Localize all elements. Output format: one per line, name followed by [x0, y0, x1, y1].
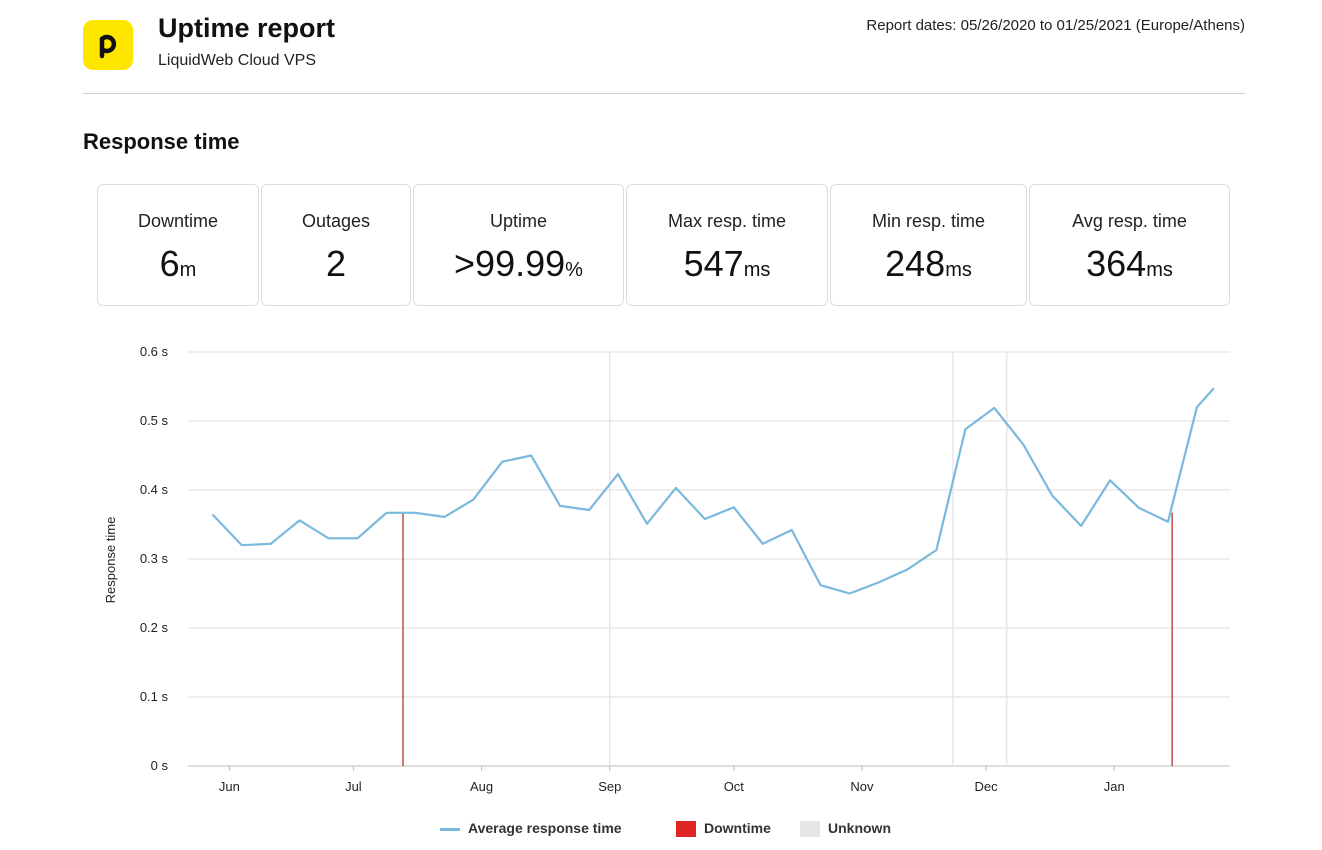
data-point	[1138, 507, 1140, 509]
data-point	[240, 544, 243, 546]
data-point	[964, 428, 967, 431]
data-point	[1109, 479, 1111, 482]
data-point	[848, 592, 851, 595]
data-point	[385, 511, 388, 514]
x-tick-label: Jan	[1104, 779, 1125, 794]
data-point	[733, 506, 735, 509]
stat-value: 248ms	[885, 243, 972, 284]
y-axis-label: Response time	[103, 517, 118, 604]
data-point	[530, 454, 532, 457]
legend-item-unknown[interactable]: Unknown	[800, 820, 891, 838]
stat-card-avg-resp: Avg resp. time 364ms	[1029, 184, 1230, 306]
section-title: Response time	[83, 129, 240, 154]
x-tick-label: Nov	[850, 779, 874, 794]
data-point	[617, 473, 619, 475]
stat-value: 364ms	[1086, 243, 1173, 284]
legend-swatch-box	[676, 821, 696, 838]
x-tick-label: Dec	[974, 779, 998, 794]
stat-label: Uptime	[489, 211, 547, 231]
y-tick-label: 0.4 s	[140, 482, 169, 497]
stat-unit: ms	[945, 259, 972, 281]
stat-unit: m	[179, 259, 197, 281]
legend-swatch-line	[440, 827, 460, 831]
data-point	[906, 568, 909, 571]
average-response-time-line	[212, 387, 1215, 595]
y-tick-label: 0.2 s	[140, 620, 169, 635]
x-axis: Jun Jul Aug Sep Oct Nov Dec Jan	[219, 766, 1125, 794]
data-point	[501, 460, 504, 463]
stat-value: >99.99%	[454, 243, 583, 284]
data-point	[1051, 494, 1053, 497]
data-point	[675, 487, 677, 489]
data-point	[212, 514, 214, 516]
legend-label: Average response time	[468, 820, 622, 836]
stat-value: 6m	[159, 243, 197, 284]
data-point	[993, 407, 996, 409]
logo	[83, 20, 133, 70]
legend-label: Downtime	[704, 820, 771, 836]
header-divider	[83, 93, 1245, 94]
y-axis: 0 s 0.1 s 0.2 s 0.3 s 0.4 s 0.5 s 0.6 s	[140, 344, 169, 773]
stat-label: Outages	[301, 211, 371, 231]
y-tick-label: 0.5 s	[140, 413, 169, 428]
data-point	[1080, 525, 1082, 527]
data-point	[761, 543, 764, 545]
data-point	[327, 537, 330, 540]
data-point	[1167, 520, 1169, 523]
stat-unit: ms	[743, 259, 771, 281]
data-point	[356, 537, 359, 540]
stat-card-uptime: Uptime >99.99%	[413, 184, 624, 306]
data-point	[819, 584, 822, 587]
data-point	[588, 509, 590, 511]
monitor-name: LiquidWeb Cloud VPS	[158, 52, 317, 69]
y-tick-label: 0.1 s	[140, 689, 169, 704]
data-point	[472, 498, 475, 501]
chart-markers	[402, 352, 1173, 766]
data-point	[704, 518, 706, 520]
stat-label: Downtime	[137, 211, 219, 231]
data-point	[1022, 443, 1025, 446]
x-tick-label: Aug	[470, 779, 493, 794]
stat-label: Min resp. time	[871, 211, 986, 231]
response-time-chart: 0 s 0.1 s 0.2 s 0.3 s 0.4 s 0.5 s 0.6 s Jun Jul…	[103, 344, 1230, 794]
stat-card-outages: Outages 2	[261, 184, 411, 306]
data-point	[269, 543, 272, 545]
data-point	[877, 581, 880, 584]
data-point	[646, 523, 648, 525]
x-tick-label: Sep	[598, 779, 621, 794]
x-tick-label: Oct	[724, 779, 745, 794]
data-point	[935, 549, 938, 551]
stat-unit: ms	[1146, 259, 1173, 281]
x-tick-label: Jul	[345, 779, 362, 794]
y-tick-label: 0.3 s	[140, 551, 169, 566]
stat-value: 2	[325, 243, 347, 284]
stat-card-max-resp: Max resp. time 547ms	[626, 184, 828, 306]
y-tick-label: 0.6 s	[140, 344, 169, 359]
legend-item-average[interactable]: Average response time	[440, 820, 622, 836]
stat-value: 547ms	[683, 243, 771, 284]
y-tick-label: 0 s	[151, 758, 169, 773]
page-title: Uptime report	[158, 13, 336, 43]
report-dates: Report dates: 05/26/2020 to 01/25/2021 (…	[866, 17, 1245, 34]
stat-card-downtime: Downtime 6m	[97, 184, 259, 306]
p-logo-icon	[99, 34, 117, 59]
data-point	[559, 505, 561, 507]
data-point	[414, 511, 417, 514]
data-point	[443, 516, 446, 518]
legend-label: Unknown	[828, 820, 891, 836]
data-point	[298, 519, 301, 522]
stat-label: Max resp. time	[667, 211, 787, 231]
legend-item-downtime[interactable]: Downtime	[676, 820, 771, 838]
stat-card-min-resp: Min resp. time 248ms	[830, 184, 1027, 306]
chart-grid	[188, 351, 1230, 767]
data-point	[790, 529, 793, 531]
legend-swatch-box	[800, 821, 820, 838]
data-point	[1212, 387, 1215, 390]
data-point	[1196, 406, 1198, 409]
stat-label: Avg resp. time	[1072, 211, 1187, 231]
chart-series	[212, 387, 1215, 595]
x-tick-label: Jun	[219, 779, 240, 794]
stat-unit: %	[565, 259, 583, 281]
